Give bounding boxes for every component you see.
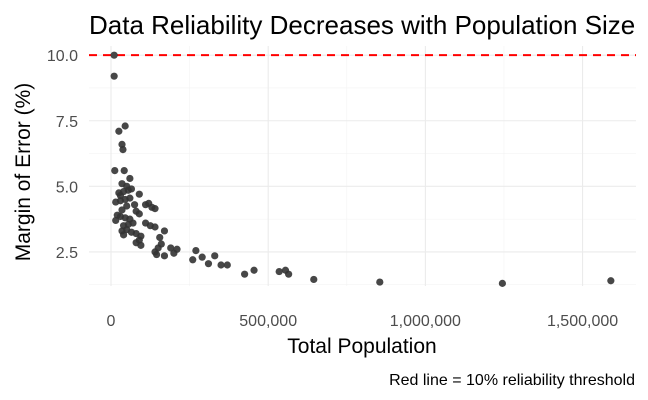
x-tick-label: 1,500,000 [547, 313, 618, 330]
data-points [110, 51, 615, 287]
data-point [198, 253, 206, 261]
data-point [110, 51, 118, 59]
data-point [285, 270, 293, 278]
data-point [126, 194, 134, 202]
chart-title: Data Reliability Decreases with Populati… [89, 10, 635, 40]
data-point [119, 231, 128, 239]
x-axis-label: Total Population [287, 335, 436, 358]
data-point [189, 256, 197, 264]
y-axis-ticks: 2.5 5.0 7.5 10.0 [47, 48, 78, 262]
data-point [160, 252, 169, 260]
data-point [211, 252, 219, 260]
y-axis-label: Margin of Error (%) [12, 83, 35, 262]
data-point [119, 146, 127, 154]
data-point [498, 279, 506, 287]
data-point [275, 267, 283, 276]
x-axis-ticks: 0 500,000 1,000,000 1,500,000 [107, 313, 619, 330]
data-point [156, 233, 164, 242]
data-point [116, 191, 125, 200]
data-point [127, 185, 136, 193]
data-point [167, 244, 175, 252]
data-point [126, 174, 134, 183]
data-point [607, 277, 615, 285]
x-tick-label: 1,000,000 [390, 313, 461, 330]
data-point [137, 241, 145, 249]
x-tick-label: 500,000 [239, 313, 297, 330]
data-point [192, 246, 200, 255]
data-point [123, 202, 131, 210]
data-point [204, 260, 213, 268]
data-point [160, 227, 169, 235]
data-point [130, 201, 139, 209]
data-point [135, 190, 143, 198]
data-point [118, 206, 126, 214]
data-point [112, 216, 120, 225]
data-point [110, 72, 118, 80]
chart-caption: Red line = 10% reliability threshold [389, 372, 635, 389]
x-tick-label: 0 [107, 313, 116, 330]
data-point [223, 261, 231, 269]
data-point [151, 223, 159, 231]
data-point [170, 249, 178, 257]
y-tick-label: 5.0 [56, 179, 78, 196]
data-point [135, 210, 143, 218]
y-tick-label: 2.5 [56, 245, 78, 262]
data-point [120, 166, 128, 175]
data-point [241, 270, 249, 278]
data-point [376, 278, 384, 286]
data-point [151, 205, 159, 213]
data-point [111, 166, 119, 175]
data-point [217, 261, 225, 269]
data-point [115, 127, 123, 135]
data-point [152, 250, 161, 259]
data-point [310, 275, 318, 284]
data-point [121, 122, 129, 130]
y-tick-label: 10.0 [47, 48, 78, 65]
data-point [250, 266, 258, 274]
y-tick-label: 7.5 [56, 114, 78, 131]
